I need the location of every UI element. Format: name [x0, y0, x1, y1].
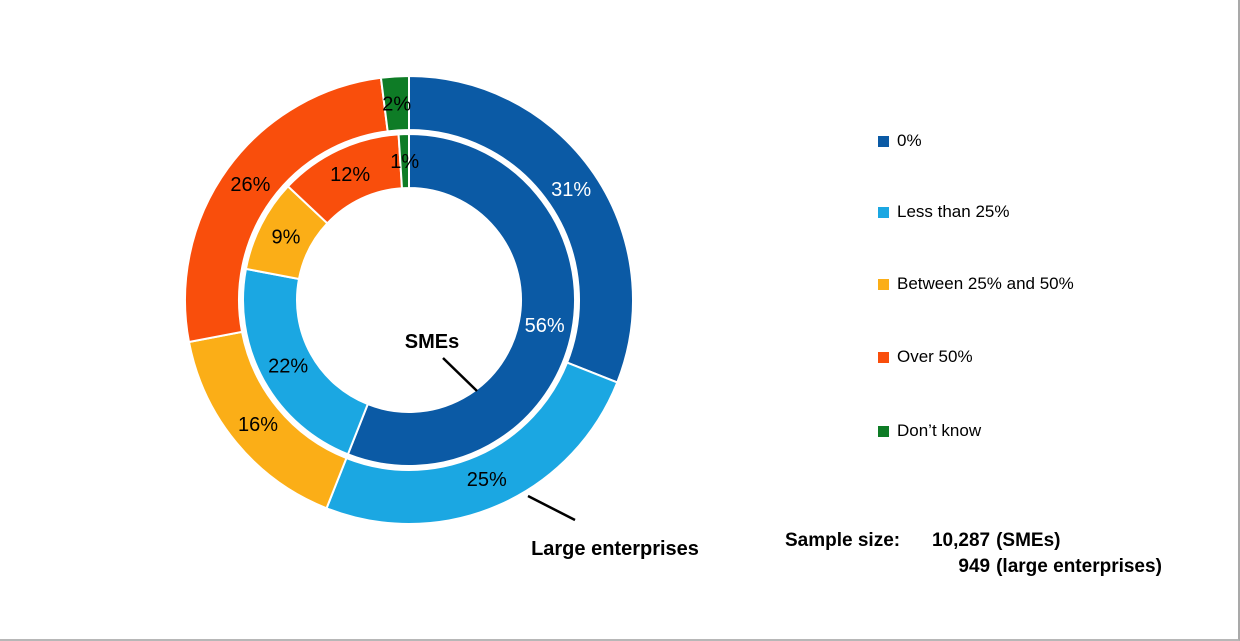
- large-enterprises-annotation-leader-line: [527, 494, 576, 522]
- legend-swatch-icon: [878, 206, 889, 218]
- sample-size-line-smes: 10,287 (SMEs): [930, 528, 1162, 554]
- sample-size-label: Sample size:: [785, 530, 901, 551]
- sample-size-smes-value: 10,287: [931, 530, 991, 551]
- donut-rings: [184, 74, 634, 525]
- segment-label: 2%: [382, 93, 411, 115]
- sample-size-large-suffix: (large enterprises): [996, 556, 1162, 577]
- legend-label: Over 50%: [897, 347, 973, 366]
- segment-large-enterprises-5: [379, 74, 410, 133]
- segment-label: 12%: [330, 164, 370, 186]
- segment-label: 31%: [551, 179, 591, 201]
- donut-ring-labels: 56% 22% 9% 12% 1% 31% 25% 16% 26% 2%: [230, 93, 591, 491]
- segment-label: 26%: [230, 174, 270, 196]
- sample-size-line-large: 949 (large enterprises): [930, 554, 1162, 580]
- sme-ring-annotation: SMEs: [405, 331, 459, 353]
- legend-item-less-than-25-: Less than 25%: [878, 201, 1009, 223]
- segment-label: 56%: [525, 315, 565, 337]
- legend-swatch-icon: [878, 425, 889, 437]
- legend-swatch-icon: [878, 351, 889, 363]
- legend-label: Between 25% and 50%: [897, 274, 1074, 293]
- legend-label: 0%: [897, 131, 922, 150]
- sme-annotation-leader-line: [442, 357, 478, 392]
- segment-label: 1%: [390, 151, 419, 173]
- sample-size-values: 10,287 (SMEs) 949 (large enterprises): [930, 528, 1162, 580]
- large-enterprises-ring-annotation: Large enterprises: [531, 538, 699, 560]
- segment-smes-1: [346, 132, 576, 467]
- legend-label: Don’t know: [897, 421, 982, 440]
- sample-size-note: Sample size: 10,287 (SMEs) 949 (large ente…: [785, 528, 1162, 580]
- legend-item-don-t-know: Don’t know: [878, 420, 981, 442]
- legend-label: Less than 25%: [897, 202, 1010, 221]
- sample-size-large-value: 949: [958, 556, 991, 577]
- segment-smes-5: [397, 132, 410, 190]
- legend-swatch-icon: [878, 278, 889, 290]
- sample-size-smes-suffix: (SMEs): [996, 530, 1061, 551]
- segment-label: 22%: [268, 356, 308, 378]
- segment-label: 16%: [238, 414, 278, 436]
- legend-swatch-icon: [878, 135, 889, 147]
- segment-label: 25%: [467, 469, 507, 491]
- legend-item-0-: 0%: [878, 130, 922, 152]
- segment-label: 9%: [272, 226, 301, 248]
- legend-item-over-50-: Over 50%: [878, 346, 973, 368]
- legend-item-between-25-and-50-: Between 25% and 50%: [878, 273, 1074, 295]
